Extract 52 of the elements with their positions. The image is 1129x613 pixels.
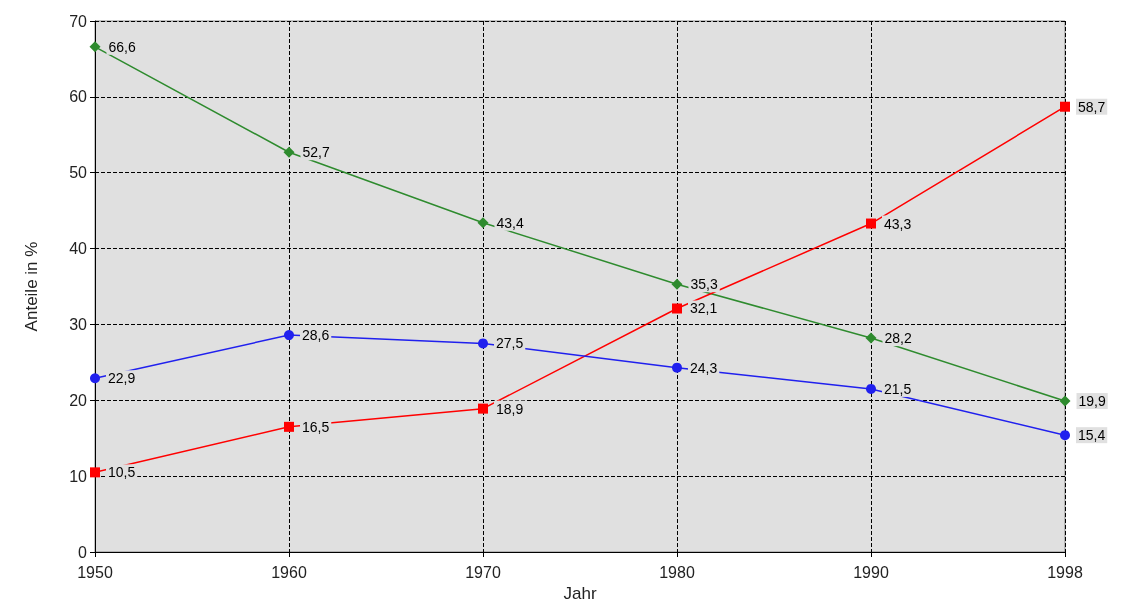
data-label: 19,9: [1078, 393, 1106, 410]
data-label: 66,6: [108, 38, 136, 55]
x-tick-label: 1980: [659, 563, 695, 581]
point: [672, 303, 682, 314]
y-tick-label: 30: [69, 315, 88, 333]
point: [866, 383, 876, 394]
point: [89, 41, 101, 53]
point: [283, 146, 295, 158]
data-label: 10,5: [108, 464, 136, 481]
data-label: 58,7: [1078, 98, 1106, 115]
y-tick-label: 60: [69, 88, 88, 106]
point: [672, 362, 682, 373]
point: [1060, 101, 1070, 112]
point: [477, 217, 489, 229]
x-tick-label: 1970: [465, 563, 501, 581]
data-label: 27,5: [496, 335, 524, 352]
y-tick-label: 0: [78, 543, 88, 561]
point: [478, 403, 488, 414]
point: [1059, 395, 1071, 407]
y-tick-label: 10: [69, 467, 88, 485]
point: [865, 332, 877, 344]
x-tick-label: 1950: [77, 563, 113, 581]
data-label: 43,4: [496, 214, 524, 231]
point: [90, 373, 100, 384]
point: [866, 218, 876, 229]
point: [284, 421, 294, 432]
y-axis-title: Anteile in %: [22, 241, 41, 332]
data-label: 52,7: [302, 144, 330, 161]
point: [284, 330, 294, 341]
x-tick-label: 1960: [271, 563, 307, 581]
data-label: 35,3: [690, 276, 718, 293]
data-label: 43,3: [884, 215, 912, 232]
data-label: 21,5: [884, 380, 912, 397]
y-tick-label: 50: [69, 164, 88, 182]
point: [1060, 430, 1070, 441]
point: [478, 338, 488, 349]
data-label: 32,1: [690, 300, 718, 317]
y-tick-label: 40: [69, 240, 88, 258]
point: [671, 278, 683, 290]
data-label: 28,6: [302, 327, 330, 344]
data-label: 16,5: [302, 418, 330, 435]
data-label: 22,9: [108, 370, 136, 387]
y-tick-label: 70: [69, 12, 88, 30]
x-axis-title: Jahr: [563, 583, 597, 603]
x-tick-label: 1990: [853, 563, 889, 581]
y-tick-label: 20: [69, 391, 88, 409]
point: [90, 467, 100, 478]
data-label: 24,3: [690, 359, 718, 376]
data-label: 15,4: [1078, 427, 1106, 444]
x-tick-label: 1998: [1047, 563, 1083, 581]
data-label: 18,9: [496, 400, 524, 417]
data-label: 28,2: [884, 330, 912, 347]
